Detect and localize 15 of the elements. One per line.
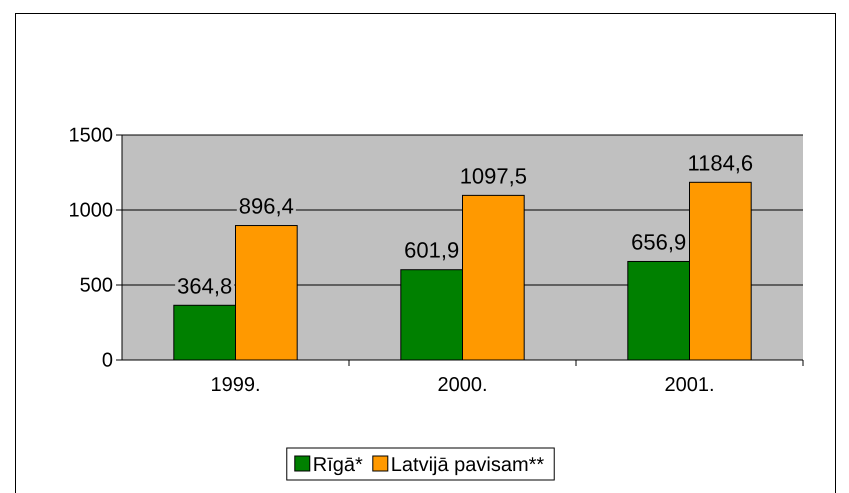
y-tick-label: 1500	[68, 124, 113, 146]
data-label: 364,8	[177, 273, 232, 298]
data-label: 656,9	[631, 229, 686, 254]
y-tick-label: 500	[80, 274, 113, 296]
y-tick-label: 1000	[68, 199, 113, 222]
data-label: 601,9	[404, 238, 460, 263]
legend-label: Rīgā*	[312, 454, 364, 476]
x-tick-label: 1999.	[210, 374, 261, 396]
data-label: 896,4	[238, 194, 294, 219]
data-label: 1097,5	[460, 163, 527, 188]
x-tick-label: 2000.	[437, 374, 488, 396]
y-tick-label: 0	[102, 349, 113, 372]
legend-label: Latvijā pavisam**	[390, 454, 544, 476]
x-tick-label: 2001.	[664, 374, 715, 396]
data-label: 1184,6	[688, 150, 754, 176]
